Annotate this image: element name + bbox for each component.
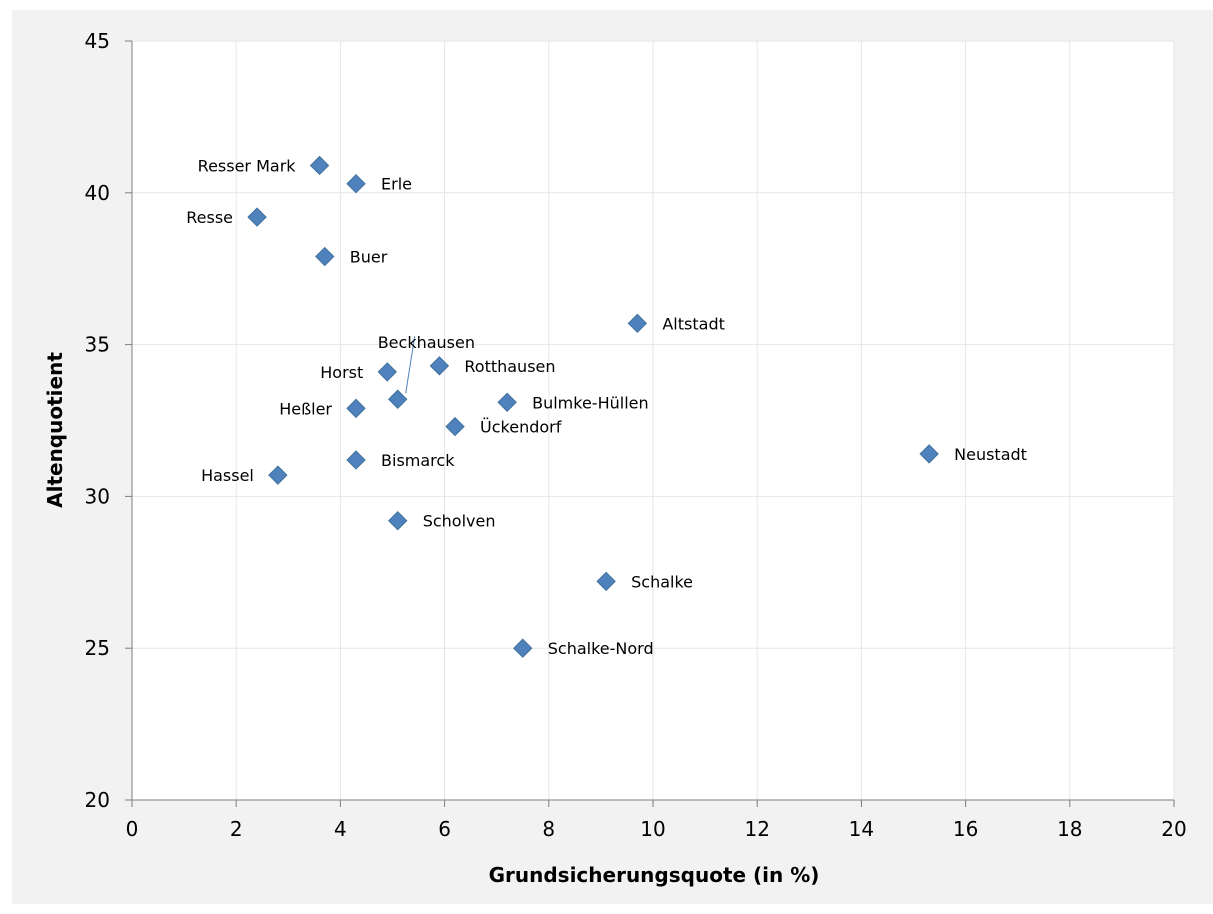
x-tick-label: 0 [126,817,139,841]
data-point-marker [596,571,616,592]
data-point-marker [513,638,533,658]
data-point-label: Bulmke-Hüllen [532,393,649,412]
data-point-label: Heßler [279,399,332,418]
x-tick-label: 16 [953,817,978,841]
data-point-label: Hassel [201,466,254,485]
y-tick-label: 30 [85,484,110,508]
data-point-marker [346,398,366,419]
data-point-label: Horst [320,363,363,382]
data-point-label: Bismarck [381,451,455,470]
data-point-label: Rotthausen [464,357,555,376]
grid-lines [132,40,1175,800]
x-tick-label: 12 [744,817,769,841]
data-point-marker [346,450,366,470]
y-tick-label: 35 [85,333,110,357]
data-point-label: Buer [350,248,388,267]
data-point-marker [247,207,267,227]
x-tick-label: 4 [334,817,347,841]
x-tick-label: 2 [230,817,243,841]
data-point-label: Schalke-Nord [548,639,654,658]
x-axis-title: Grundsicherungsquote (in %) [489,863,820,887]
x-tick-label: 18 [1057,817,1082,841]
scatter-chart: 0 2 4 6 8 10 12 14 16 18 20 20 25 30 35 40 45 Resser Mar… [43,29,1187,887]
y-tick-label: 45 [85,29,110,53]
data-point-label: Resse [186,208,233,227]
y-tick-label: 20 [85,788,110,812]
data-point-marker [627,313,648,334]
x-tick-label: 14 [849,817,874,841]
data-point-marker [315,246,335,267]
y-tick-label: 25 [85,636,110,660]
data-point-marker [309,155,330,176]
data-point-marker [919,444,939,464]
x-tick-label: 20 [1161,817,1186,841]
x-tick-label: 10 [640,817,665,841]
data-point-label: Altstadt [662,314,725,333]
data-point-label: Beckhausen [378,333,475,352]
data-point-marker [445,416,465,437]
data-point-label: Erle [381,175,412,194]
data-point-label: Ückendorf [480,418,562,437]
data-point-label: Scholven [423,512,496,531]
point-labels: Resser Mark Erle Resse Buer Altstadt Rotthaus… [186,156,1027,658]
leader-lines [405,336,416,394]
data-point-marker [268,465,288,485]
data-point-label: Schalke [631,572,693,591]
leader-line [405,336,416,394]
data-point-marker [429,356,450,376]
x-tick-label: 8 [542,817,555,841]
y-tick-label: 40 [85,181,110,205]
data-point-marker [388,389,408,409]
data-point-label: Resser Mark [198,156,297,175]
chart-frame: 0 2 4 6 8 10 12 14 16 18 20 20 25 30 35 40 45 Resser Mar… [12,10,1213,904]
data-points [247,155,939,658]
y-axis-title: Altenquotient [43,352,67,508]
tick-labels: 0 2 4 6 8 10 12 14 16 18 20 20 25 30 35 40 45 [85,29,1187,841]
data-point-label: Neustadt [954,445,1027,464]
axes [125,40,1175,807]
x-tick-label: 6 [438,817,451,841]
data-point-marker [497,392,517,412]
data-point-marker [377,362,397,382]
data-point-marker [346,173,366,194]
data-point-marker [388,510,408,531]
